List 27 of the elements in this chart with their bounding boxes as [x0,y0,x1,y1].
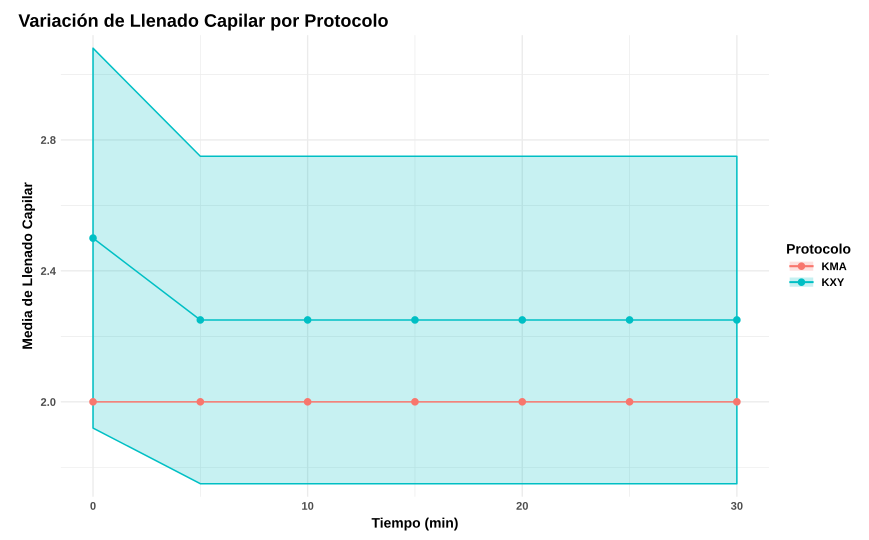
x-tick-label: 10 [302,502,314,510]
y-axis-title: Media de Llenado Capilar [22,182,35,349]
point [733,316,741,324]
y-tick-label: 2.0 [40,398,56,406]
point [733,398,741,406]
point [626,316,634,324]
point [304,398,312,406]
point [304,316,312,324]
x-tick-label: 0 [90,502,96,510]
point [196,316,204,324]
point [411,316,419,324]
point [89,234,97,242]
point [518,398,526,406]
point [89,398,97,406]
x-tick-label: 20 [516,502,528,510]
point [518,316,526,324]
legend-label: KMA [822,262,846,270]
point [411,398,419,406]
y-tick-label: 2.4 [40,267,56,275]
legend-title: Protocolo [787,244,850,254]
y-tick-label: 2.8 [40,136,56,144]
point [196,398,204,406]
point [626,398,634,406]
x-axis-title: Tiempo (min) [372,518,458,531]
x-tick-label: 30 [730,502,743,510]
legend-label: KXY [822,278,844,286]
chart-title: Variación de Llenado Capilar por Protocolo [18,14,388,31]
